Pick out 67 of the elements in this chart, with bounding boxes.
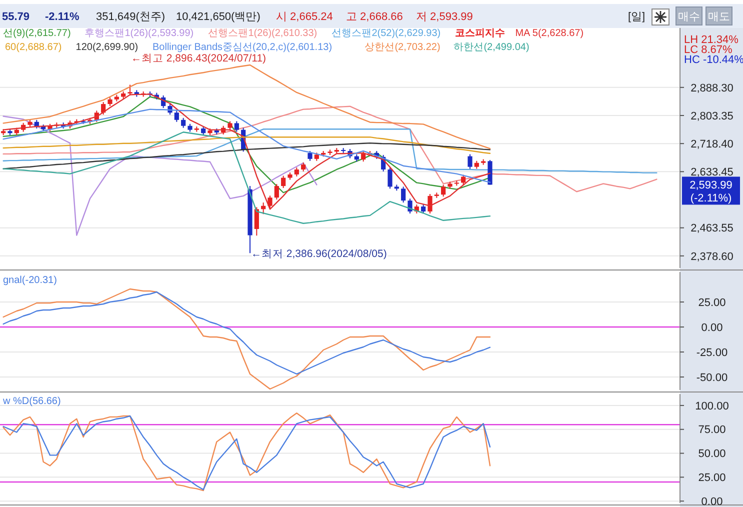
y-tick-label: 75.00 — [698, 424, 726, 436]
text: Bollinger Bands중심선(20,2,c)(2,601.13) — [152, 42, 332, 53]
candlestick — [441, 184, 446, 198]
y-tick-label: 2,888.30 — [690, 82, 734, 94]
y-tick-label: 0.00 — [701, 496, 723, 507]
text: 60(2,688.67) — [5, 42, 62, 53]
candlestick — [408, 198, 412, 214]
text: 저 2,593.99 — [416, 11, 473, 23]
text: 선행스팬2(52)(2,629.93) — [332, 28, 441, 39]
text: 2,593.99 — [690, 180, 732, 192]
candlestick — [308, 150, 312, 162]
y-tick-label: 25.00 — [698, 472, 726, 484]
text: LH 21.34% — [684, 34, 739, 46]
y-tick-label: 2,803.35 — [690, 110, 734, 122]
text: 하한선(2,499.04) — [454, 42, 530, 53]
text: -2.11% — [45, 11, 80, 23]
y-tick-label: 50.00 — [698, 448, 726, 460]
text: 후행스팬1(26)(2,593.99) — [84, 28, 194, 39]
y-tick-label: 0.00 — [701, 322, 723, 334]
text: 선행스팬1(26)(2,610.33) — [208, 28, 318, 39]
candlestick — [268, 195, 272, 208]
text: gnal(-20.31) — [3, 275, 57, 286]
candlestick — [281, 175, 286, 188]
y-tick-label: 25.00 — [698, 296, 726, 309]
text: MA 5(2,628.67) — [515, 28, 584, 39]
text: 선(9)(2,615.77) — [3, 28, 71, 39]
candlestick — [234, 120, 239, 132]
candlestick — [388, 167, 392, 190]
text: 120(2,699.90) — [76, 42, 138, 53]
candlestick — [401, 186, 406, 204]
text: 코스피지수 — [455, 28, 506, 39]
button: 매수 — [676, 6, 702, 26]
y-tick-label: -50.00 — [696, 372, 728, 384]
line-series — [2, 291, 491, 375]
button: 매도 — [706, 6, 732, 26]
y-tick-label: 2,718.40 — [690, 138, 734, 150]
text: LC 8.67% — [684, 44, 733, 56]
candlestick — [461, 174, 466, 186]
line-series — [2, 116, 318, 236]
line-series — [2, 288, 491, 390]
annotation: ←최고 2,896.43(2024/07/11) — [131, 52, 266, 65]
y-tick-label: 2,378.60 — [690, 250, 734, 263]
candlestick — [468, 154, 472, 170]
candlestick — [174, 110, 179, 122]
candlestick — [361, 151, 366, 162]
y-tick-label: -25.00 — [696, 346, 728, 359]
text: 상한선(2,703.22) — [364, 42, 440, 53]
text: (-2.11%) — [690, 192, 732, 205]
candlestick — [128, 84, 132, 96]
series-label: w %D(56.66) — [2, 396, 61, 407]
text: 시 2,665.24 — [276, 11, 333, 23]
candlestick — [274, 184, 279, 200]
line-series — [2, 128, 658, 174]
candlestick — [181, 117, 186, 128]
text: [일] — [628, 11, 646, 23]
candlestick — [254, 206, 259, 236]
annotation: ←최저 2,386.96(2024/08/05) — [251, 248, 387, 260]
y-tick-label: 100.00 — [695, 400, 729, 412]
line-series — [2, 64, 491, 150]
line-series — [2, 106, 658, 192]
text: 고 2,668.66 — [346, 11, 403, 23]
text: 351,649(천주) — [96, 11, 166, 23]
text: 10,421,650(백만) — [176, 11, 260, 23]
y-tick-label: 2,633.45 — [690, 166, 734, 179]
text: 55.79 — [2, 11, 30, 23]
line-series — [2, 94, 491, 210]
y-tick-label: 2,463.55 — [690, 222, 734, 235]
